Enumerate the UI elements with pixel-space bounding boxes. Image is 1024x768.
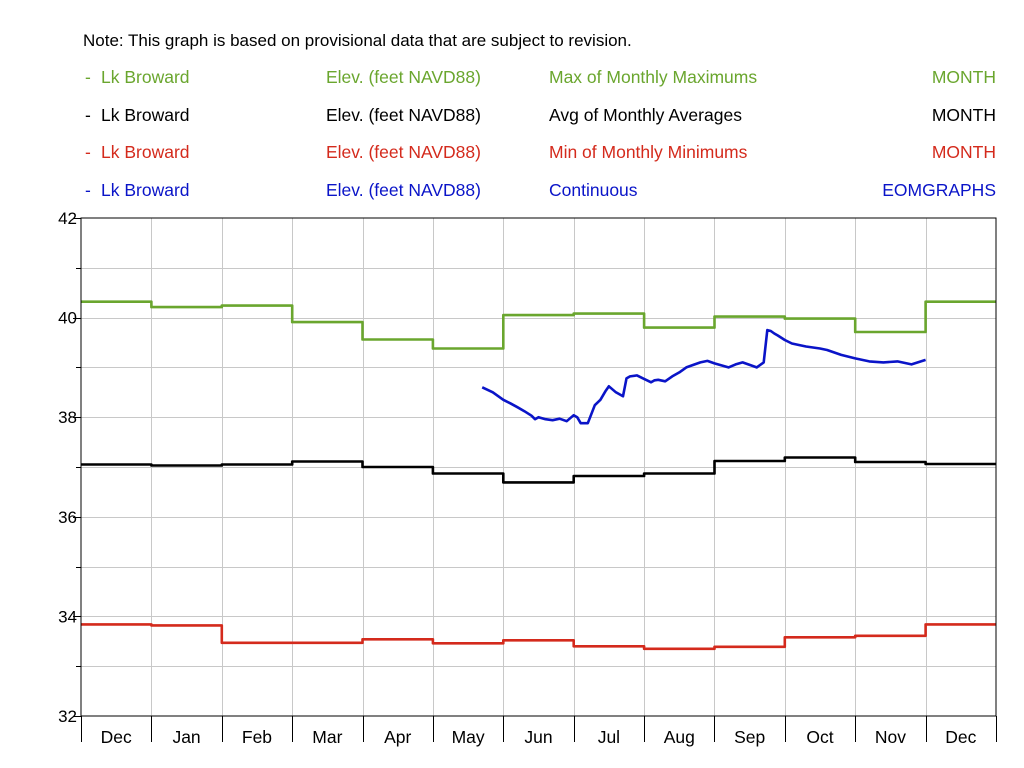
x-tick-label: Dec (101, 727, 132, 747)
x-tick-label: Oct (806, 727, 833, 747)
chart-ticks (73, 219, 997, 743)
y-tick-label: 38 (58, 408, 77, 427)
x-tick-label: Jul (598, 727, 620, 747)
series-line-continuous (482, 330, 925, 423)
y-tick-label: 36 (58, 508, 77, 527)
x-tick-label: Apr (384, 727, 411, 747)
y-tick-label: 42 (58, 209, 77, 228)
series-line-max-of-monthly-maximums (81, 302, 996, 349)
x-tick-label: Nov (875, 727, 906, 747)
x-tick-label: Mar (312, 727, 342, 747)
x-tick-label: Aug (664, 727, 695, 747)
elevation-chart: 32 34 36 38 40 42 Dec Jan Feb Mar Apr May Jun Jul Aug S… (0, 0, 1024, 768)
x-tick-label: Feb (242, 727, 272, 747)
series-line-avg-of-monthly-averages (81, 458, 996, 483)
x-tick-label: Sep (734, 727, 765, 747)
series-line-min-of-monthly-minimums (81, 624, 996, 648)
x-tick-label: May (452, 727, 485, 747)
x-tick-label: Dec (945, 727, 976, 747)
x-tick-label: Jan (172, 727, 200, 747)
y-tick-label: 32 (58, 707, 77, 726)
x-tick-label: Jun (524, 727, 552, 747)
y-tick-label: 34 (58, 607, 77, 626)
chart-series (81, 302, 996, 649)
y-tick-label: 40 (58, 309, 77, 328)
